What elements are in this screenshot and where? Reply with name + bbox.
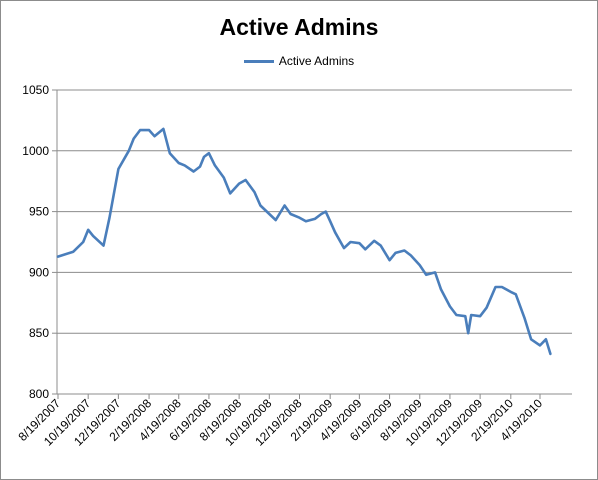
- y-tick-label: 850: [29, 326, 49, 340]
- x-tick-labels: 8/19/200710/19/200712/19/20072/19/20084/…: [15, 394, 545, 449]
- series-layer: [56, 127, 552, 356]
- y-tick-label: 1050: [22, 83, 49, 97]
- y-tick-label: 800: [29, 387, 49, 401]
- legend-swatch: [243, 59, 274, 63]
- axes: [56, 90, 572, 395]
- series-line-active-admins: [56, 127, 552, 356]
- gridlines: [57, 89, 572, 334]
- y-tick-label: 1000: [22, 144, 49, 158]
- legend: Active Admins: [0, 54, 598, 68]
- y-tick-labels: 800 850 900 950 1000 1050: [22, 83, 57, 401]
- y-tick-label: 950: [29, 205, 49, 219]
- chart-title: Active Admins: [219, 14, 379, 40]
- y-tick-label: 900: [29, 265, 49, 279]
- legend-label: Active Admins: [278, 54, 355, 68]
